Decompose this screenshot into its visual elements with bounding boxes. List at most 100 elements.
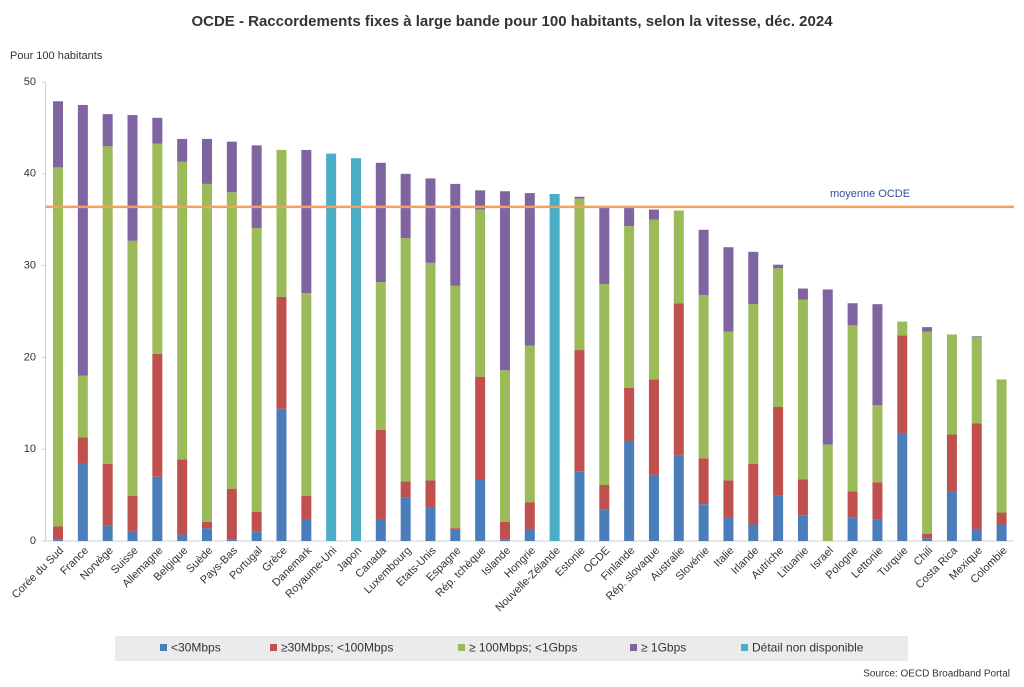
bar-segment bbox=[574, 471, 585, 541]
bar-segment bbox=[251, 531, 262, 541]
bar-segment bbox=[773, 495, 784, 541]
bar-segment bbox=[872, 405, 883, 483]
bar-segment bbox=[499, 521, 510, 540]
bar-segment bbox=[847, 491, 858, 518]
bar-segment bbox=[748, 463, 759, 525]
bar-segment bbox=[177, 459, 188, 535]
bar-segment bbox=[946, 434, 957, 492]
bar-segment bbox=[450, 528, 461, 530]
bar-segment bbox=[971, 336, 982, 338]
bar-segment bbox=[53, 526, 64, 540]
y-tick-label: 30 bbox=[24, 260, 36, 272]
bar-segment bbox=[524, 345, 535, 503]
bar-segment bbox=[996, 512, 1007, 525]
legend-label: <30Mbps bbox=[171, 641, 221, 655]
bar-segment bbox=[574, 196, 585, 199]
bar-segment bbox=[102, 146, 113, 464]
bar-segment bbox=[797, 479, 808, 516]
bar-segment bbox=[475, 190, 486, 210]
bar-segment bbox=[102, 114, 113, 147]
bar-segment bbox=[301, 496, 312, 519]
bar-segment bbox=[425, 262, 436, 481]
bar-segment bbox=[450, 285, 461, 529]
bar-segment bbox=[773, 268, 784, 407]
bar-segment bbox=[499, 370, 510, 522]
bar-segment bbox=[524, 529, 535, 541]
bar-segment bbox=[226, 488, 237, 540]
bar-segment bbox=[698, 294, 709, 459]
bar-segment bbox=[624, 226, 635, 388]
bar-segment bbox=[922, 533, 933, 539]
bar-segment bbox=[127, 496, 138, 531]
bar-segment bbox=[599, 485, 610, 510]
bar-segment bbox=[723, 247, 734, 332]
legend-swatch bbox=[458, 644, 465, 651]
bar-segment bbox=[425, 178, 436, 263]
bar-segment bbox=[475, 479, 486, 541]
bar-segment bbox=[698, 229, 709, 295]
bar-segment bbox=[748, 304, 759, 464]
bar-segment bbox=[53, 101, 64, 168]
bar-segment bbox=[102, 463, 113, 526]
bar-segment bbox=[375, 282, 386, 430]
bar-segment bbox=[152, 353, 163, 477]
bar-segment bbox=[847, 303, 858, 326]
bar-segment bbox=[698, 458, 709, 505]
bar-segment bbox=[53, 539, 64, 541]
bar-segment bbox=[77, 437, 88, 463]
bar-segment bbox=[897, 433, 908, 541]
reference-label: moyenne OCDE bbox=[830, 188, 910, 200]
bar-segment bbox=[624, 206, 635, 227]
bar-segment bbox=[375, 518, 386, 541]
bar-segment bbox=[971, 529, 982, 541]
bar-segment bbox=[723, 518, 734, 541]
bar-segment bbox=[971, 423, 982, 530]
bar-segment bbox=[202, 138, 212, 184]
bar-segment bbox=[673, 210, 684, 304]
bar-segment bbox=[648, 219, 659, 380]
bar-segment bbox=[599, 509, 610, 541]
bar-segment bbox=[648, 474, 659, 541]
chart-title: OCDE - Raccordements fixes à large bande… bbox=[191, 13, 833, 30]
bar-segment bbox=[748, 251, 759, 305]
bar-segment bbox=[152, 117, 163, 144]
bar-segment bbox=[698, 504, 709, 541]
y-tick-label: 40 bbox=[24, 168, 36, 180]
bar-segment bbox=[152, 143, 163, 354]
bar-segment bbox=[77, 462, 88, 541]
bar-segment bbox=[152, 476, 163, 541]
bar-segment bbox=[599, 206, 610, 284]
y-tick-label: 20 bbox=[24, 351, 36, 363]
bar-segment bbox=[202, 521, 212, 529]
bar-segment bbox=[276, 296, 287, 409]
legend-box bbox=[115, 636, 908, 661]
bar-segment bbox=[773, 264, 784, 269]
bar-segment bbox=[450, 529, 461, 541]
legend-label: Détail non disponible bbox=[752, 641, 864, 655]
bar-segment bbox=[226, 141, 237, 193]
bar-segment bbox=[127, 115, 138, 241]
bar-segment bbox=[946, 334, 957, 435]
bar-segment bbox=[773, 406, 784, 496]
bar-segment bbox=[77, 375, 88, 438]
bar-segment bbox=[425, 480, 436, 508]
bar-segment bbox=[177, 138, 188, 162]
bar-segment bbox=[996, 524, 1007, 541]
bar-segment bbox=[822, 444, 833, 541]
bar-segment bbox=[251, 227, 262, 512]
bar-segment bbox=[797, 288, 808, 300]
y-tick-label: 10 bbox=[24, 443, 36, 455]
bar-segment bbox=[847, 517, 858, 541]
bar-segment bbox=[400, 238, 411, 482]
source: Source: OECD Broadband Portal bbox=[863, 669, 1010, 680]
bar-segment bbox=[897, 321, 908, 336]
bar-segment bbox=[177, 161, 188, 460]
bar-segment bbox=[797, 299, 808, 480]
bar-segment bbox=[251, 145, 262, 228]
bar-segment bbox=[524, 193, 535, 346]
legend-label: ≥ 1Gbps bbox=[641, 641, 686, 655]
legend-label: ≥ 100Mbps; <1Gbps bbox=[469, 641, 577, 655]
bar-segment bbox=[350, 158, 361, 541]
bar-segment bbox=[723, 480, 734, 519]
